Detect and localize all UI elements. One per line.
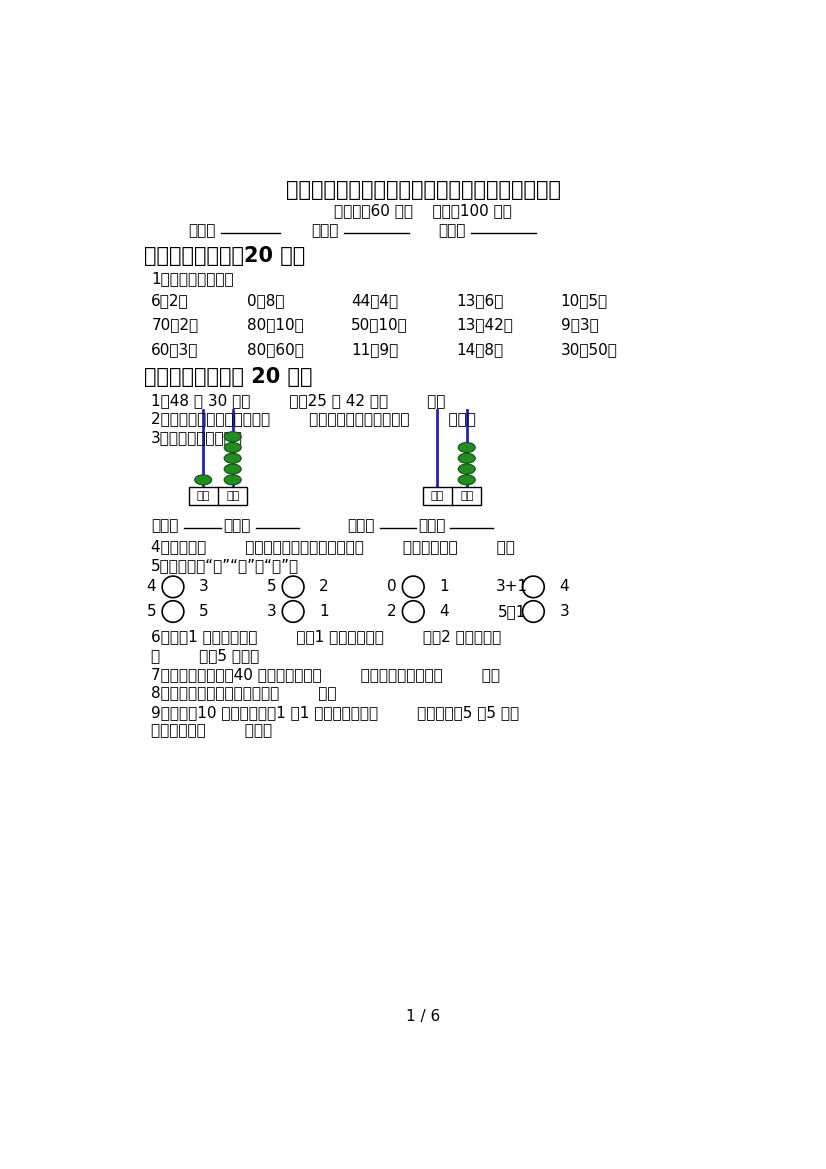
Text: 2、钟面上又细又长的针叫（        ）针，又短又粗的针叫（        ）针．: 2、钟面上又细又长的针叫（ ）针，又短又粗的针叫（ ）针． <box>151 411 476 427</box>
Text: 二、填空题。（共 20 分）: 二、填空题。（共 20 分） <box>144 367 312 387</box>
Text: 6、一形1 元錢可以换（        ）形1 角，可以换（        ）形2 角，可以换: 6、一形1 元錢可以换（ ）形1 角，可以换（ ）形2 角，可以换 <box>151 629 501 644</box>
Bar <box>423 486 482 505</box>
Text: 个位: 个位 <box>460 491 473 502</box>
Text: 80＋10＝: 80＋10＝ <box>247 318 303 332</box>
Ellipse shape <box>195 475 211 485</box>
Text: 13－6＝: 13－6＝ <box>456 293 503 307</box>
Ellipse shape <box>224 454 241 463</box>
Text: 5、在里填上“＞”“＜”或“＝”．: 5、在里填上“＞”“＜”或“＝”． <box>151 559 300 574</box>
Text: 3+1: 3+1 <box>496 580 528 594</box>
Text: 60＋3＝: 60＋3＝ <box>151 343 199 358</box>
Ellipse shape <box>458 464 475 475</box>
Text: 3: 3 <box>199 580 209 594</box>
Text: 7、一个一个地数，40 前面一个数是（        ），后面一个数是（        ）．: 7、一个一个地数，40 前面一个数是（ ），后面一个数是（ ）． <box>151 667 501 683</box>
Text: 读作：: 读作： <box>223 518 251 533</box>
Text: 2: 2 <box>387 604 396 620</box>
Text: 1、直接写出得数。: 1、直接写出得数。 <box>151 271 234 286</box>
Text: 1、48 比 30 多（        ），25 比 42 少（        ）．: 1、48 比 30 多（ ），25 比 42 少（ ）． <box>151 393 446 408</box>
Text: 5: 5 <box>146 604 156 620</box>
Text: 6－2＝: 6－2＝ <box>151 293 189 307</box>
Ellipse shape <box>224 475 241 485</box>
Text: 0: 0 <box>387 580 396 594</box>
Text: 4: 4 <box>559 580 569 594</box>
Text: 3、写一写，读一读。: 3、写一写，读一读。 <box>151 430 243 445</box>
Text: 5－1: 5－1 <box>497 604 526 620</box>
Ellipse shape <box>458 443 475 452</box>
Text: 2: 2 <box>320 580 329 594</box>
Text: 十位: 十位 <box>197 491 210 502</box>
Text: 5: 5 <box>199 604 209 620</box>
Text: 4: 4 <box>146 580 156 594</box>
Text: 44－4＝: 44－4＝ <box>351 293 398 307</box>
Text: 30＋50＝: 30＋50＝ <box>561 343 617 358</box>
Text: 10＋5＝: 10＋5＝ <box>561 293 608 307</box>
Text: 80－60＝: 80－60＝ <box>247 343 303 358</box>
Text: 3: 3 <box>559 604 569 620</box>
Ellipse shape <box>224 443 241 452</box>
Text: 4: 4 <box>439 604 449 620</box>
Ellipse shape <box>458 454 475 463</box>
Text: （        ）形5 角的．: （ ）形5 角的． <box>151 648 259 663</box>
Bar <box>188 486 248 505</box>
Text: 写作：: 写作： <box>348 518 375 533</box>
Text: 70＋2＝: 70＋2＝ <box>151 318 198 332</box>
Ellipse shape <box>458 475 475 485</box>
Text: 1: 1 <box>439 580 449 594</box>
Text: 姓名：: 姓名： <box>311 223 339 238</box>
Text: 分数：: 分数： <box>438 223 465 238</box>
Text: 1: 1 <box>320 604 329 620</box>
Text: 4、一共有（        ）个人在排队买票，排在第（        ），排在第（        ）．: 4、一共有（ ）个人在排队买票，排在第（ ），排在第（ ）． <box>151 539 515 554</box>
Text: 9－3＝: 9－3＝ <box>561 318 598 332</box>
Text: （时间：60 分钟    分数：100 分）: （时间：60 分钟 分数：100 分） <box>335 203 512 219</box>
Text: 5: 5 <box>267 580 276 594</box>
Text: 13＋42＝: 13＋42＝ <box>456 318 513 332</box>
Text: 新部编版一年级数学下册期末测试卷《参考答案》: 新部编版一年级数学下册期末测试卷《参考答案》 <box>286 180 561 200</box>
Text: 8、两个正方形可以拼成一个（        ）．: 8、两个正方形可以拼成一个（ ）． <box>151 686 337 700</box>
Ellipse shape <box>224 464 241 475</box>
Text: 写作：: 写作： <box>151 518 178 533</box>
Text: 14－8＝: 14－8＝ <box>456 343 503 358</box>
Text: 班级：: 班级： <box>188 223 216 238</box>
Text: 数，需要数（        ）次．: 数，需要数（ ）次． <box>151 724 273 739</box>
Text: 0＋8＝: 0＋8＝ <box>247 293 284 307</box>
Text: 读作：: 读作： <box>418 518 445 533</box>
Text: 个位: 个位 <box>226 491 240 502</box>
Ellipse shape <box>224 431 241 442</box>
Text: 9、小明朐10 张卡片，如果1 张1 张地数需要数（        ）次；如果5 张5 张地: 9、小明朐10 张卡片，如果1 张1 张地数需要数（ ）次；如果5 张5 张地 <box>151 705 520 720</box>
Text: 一、计算小能手（20 分）: 一、计算小能手（20 分） <box>144 245 305 265</box>
Text: 3: 3 <box>267 604 277 620</box>
Text: 1 / 6: 1 / 6 <box>406 1009 440 1024</box>
Text: 十位: 十位 <box>430 491 444 502</box>
Text: 11－9＝: 11－9＝ <box>351 343 398 358</box>
Text: 50－10＝: 50－10＝ <box>351 318 408 332</box>
